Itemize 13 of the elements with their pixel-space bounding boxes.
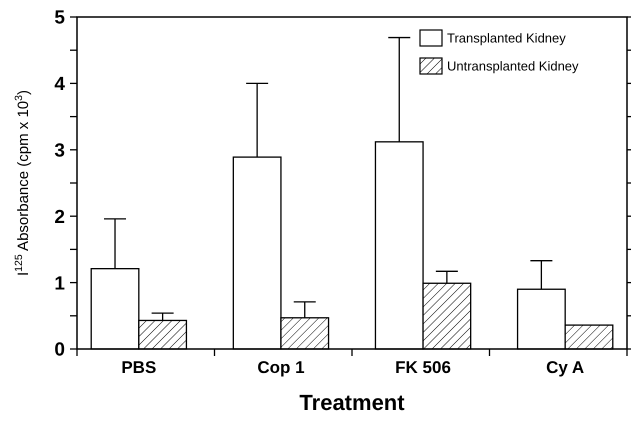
x-axis-title: Treatment (299, 390, 406, 415)
y-tick-label: 2 (54, 206, 65, 228)
y-tick-label: 4 (54, 74, 66, 96)
x-tick-label: Cy A (546, 358, 584, 377)
x-tick-label: Cop 1 (257, 358, 305, 377)
x-tick-label: FK 506 (395, 358, 451, 377)
legend-label: Transplanted Kidney (447, 30, 566, 46)
y-tick-label: 1 (54, 273, 66, 294)
y-tick-label: 5 (54, 8, 66, 29)
y-tick-label: 3 (54, 140, 65, 162)
y-tick-label: 0 (54, 340, 65, 361)
legend-label: Untransplanted Kidney (447, 58, 580, 74)
x-tick-label: PBS (121, 358, 156, 377)
